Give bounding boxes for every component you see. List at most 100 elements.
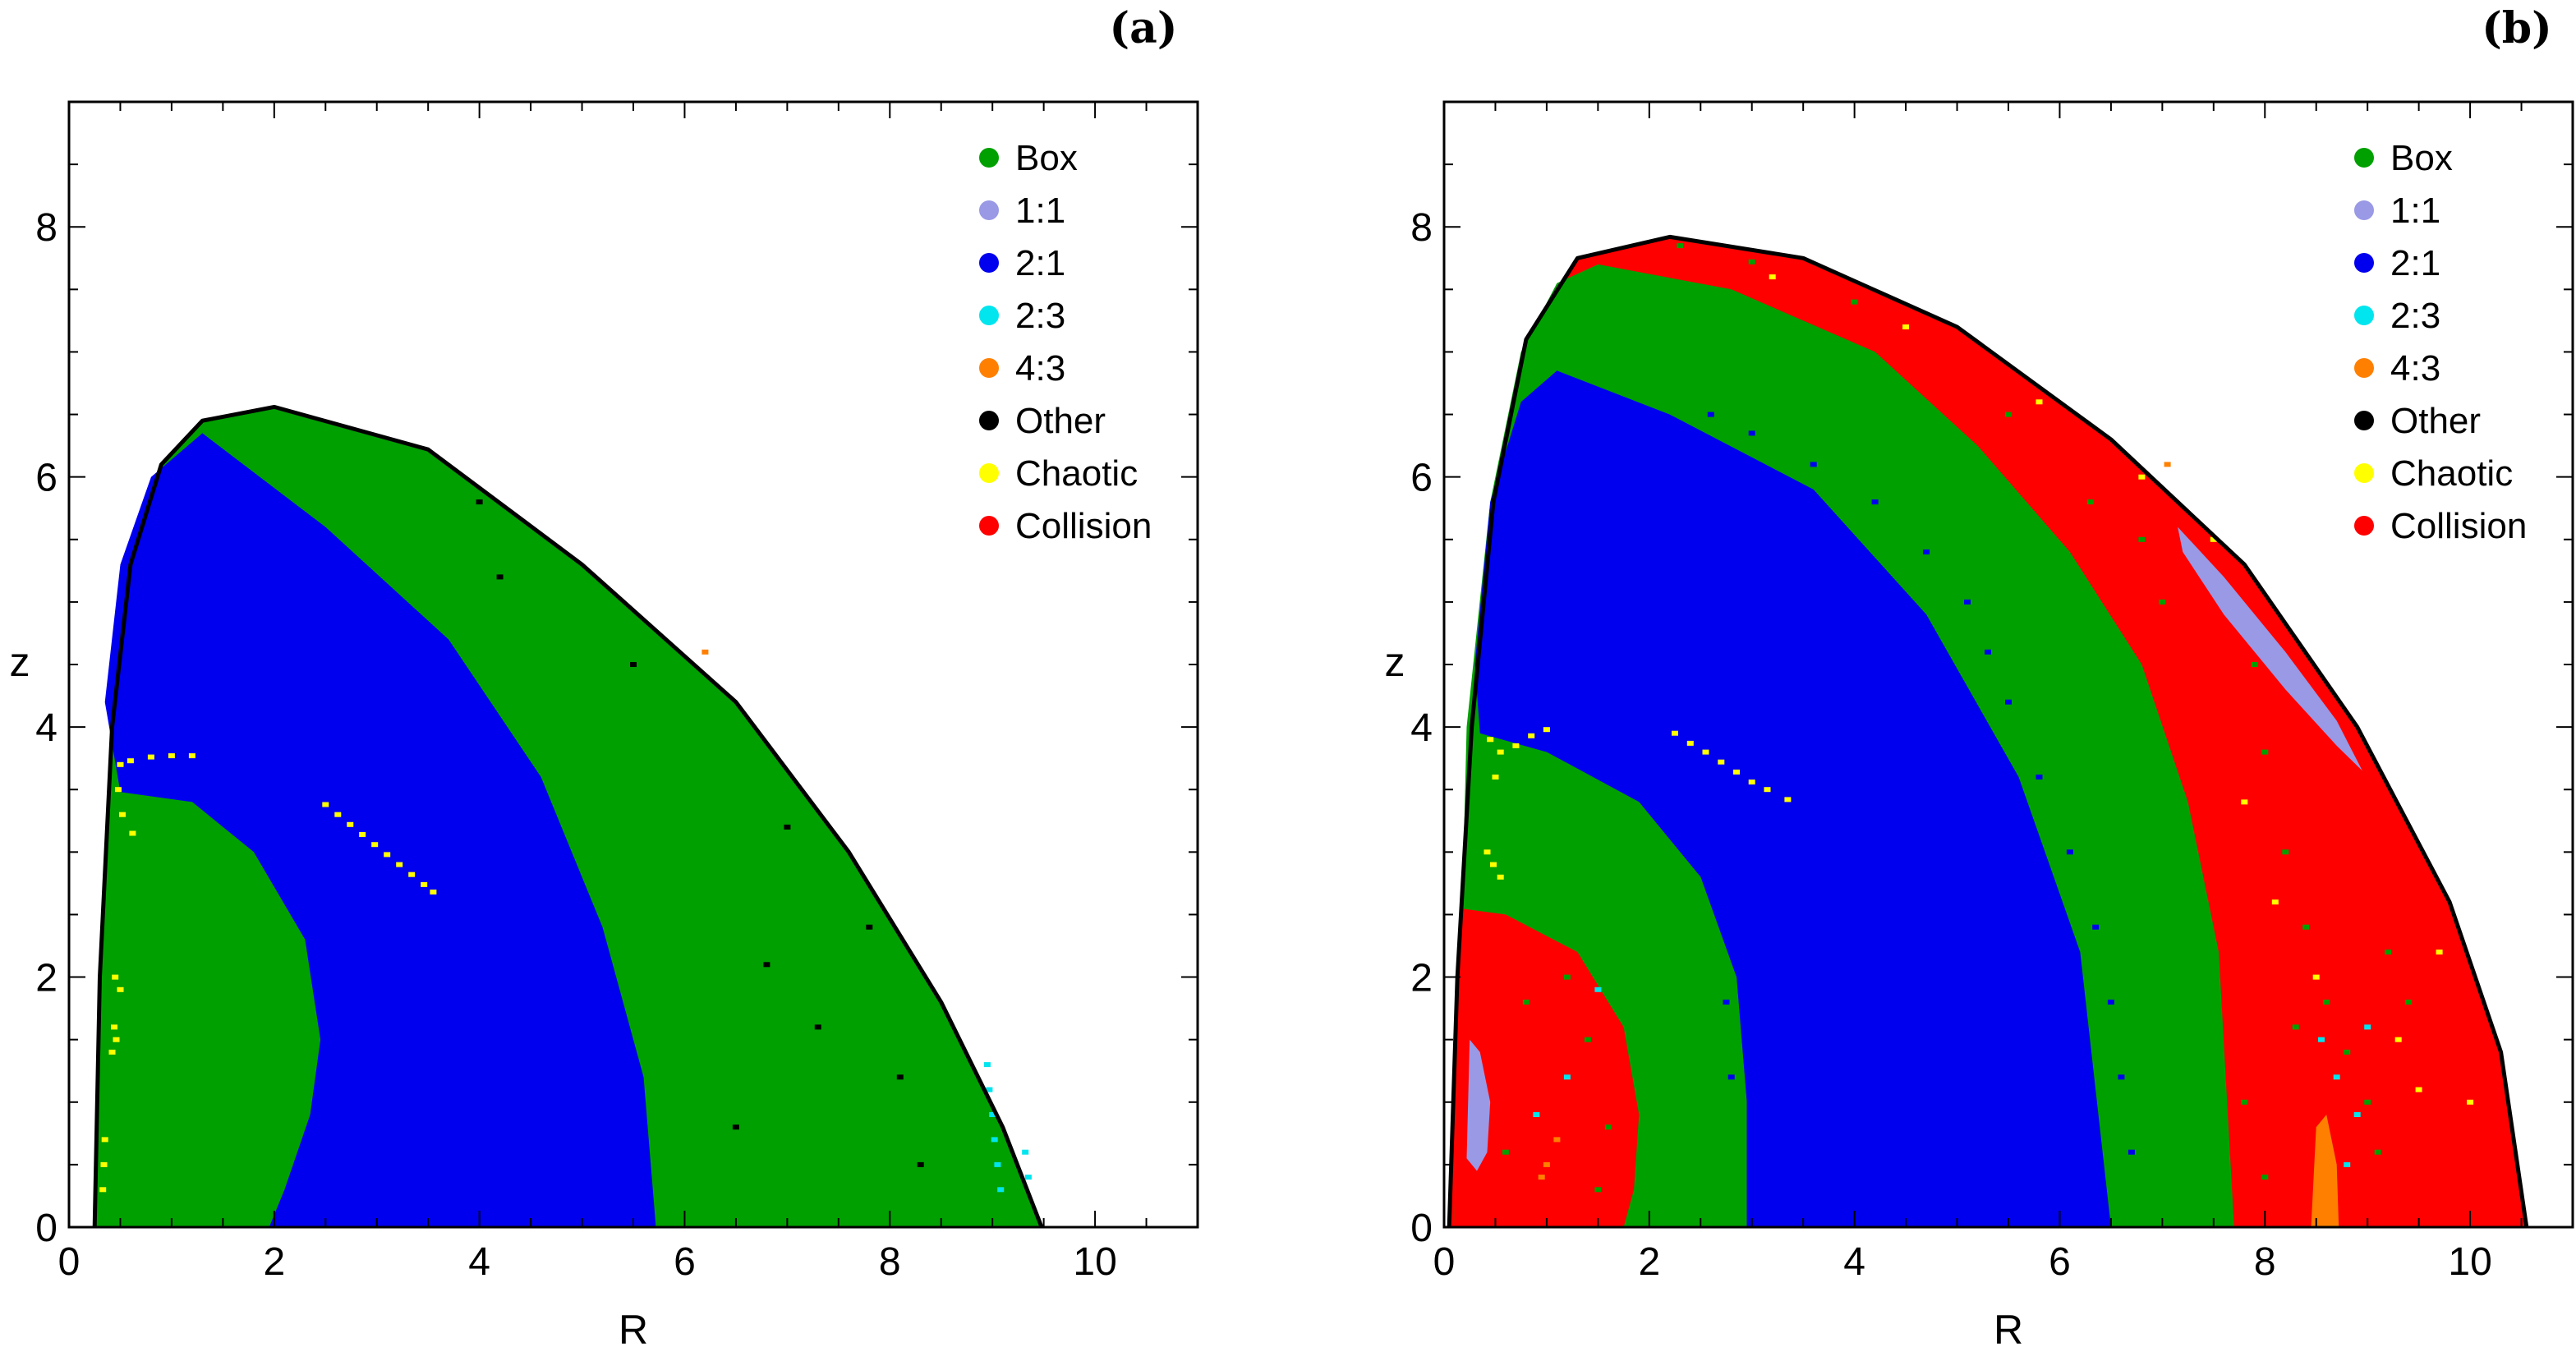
orbit-point-2-1: [1810, 462, 1817, 467]
orbit-point-other: [496, 574, 504, 580]
orbit-point-2-1: [1871, 499, 1879, 505]
orbit-point-chaotic: [421, 881, 428, 887]
orbit-point-2-3: [986, 1087, 993, 1092]
orbit-point-chaotic: [117, 986, 124, 992]
orbit-point-other: [630, 662, 637, 667]
orbit-point-box: [2261, 749, 2269, 755]
orbit-point-box: [1502, 1149, 1509, 1155]
orbit-point-chaotic: [1769, 274, 1776, 280]
orbit-point-2-3: [1563, 1074, 1571, 1080]
y-tick-label: 8: [1410, 206, 1433, 250]
orbit-point-other: [732, 1124, 739, 1130]
orbit-point-other: [763, 962, 770, 968]
orbit-point-chaotic: [168, 753, 175, 759]
orbit-point-2-3: [1594, 986, 1602, 992]
zero-velocity-curve: [1447, 234, 2529, 1228]
zero-velocity-curve: [92, 404, 1044, 1228]
orbit-point-box: [1522, 1000, 1530, 1005]
orbit-point-2-3: [989, 1112, 996, 1117]
y-tick-label: 6: [1410, 457, 1433, 500]
y-axis-label: z: [1385, 639, 1405, 685]
legend-label: 4:3: [1015, 348, 1065, 389]
orbit-point-chaotic: [2210, 536, 2217, 542]
orbit-point-chaotic: [111, 1024, 117, 1030]
legend-label: Chaotic: [2390, 453, 2513, 494]
orbit-point-box: [2282, 849, 2289, 855]
orbit-point-chaotic: [1672, 730, 1678, 736]
orbit-point-2-1: [1707, 412, 1714, 417]
legend-label: Box: [1015, 138, 1078, 178]
orbit-point-2-1: [2005, 699, 2012, 705]
legend-marker-1-1: [2354, 200, 2374, 220]
panel-label: (b): [2482, 3, 2552, 53]
x-tick-label: 10: [2448, 1240, 2491, 1284]
orbit-point-chaotic: [115, 787, 122, 793]
orbit-point-chaotic: [322, 802, 329, 807]
orbit-point-2-1: [1723, 1000, 1730, 1005]
orbit-point-2-1: [1718, 912, 1725, 917]
y-tick-label: 8: [35, 206, 58, 250]
legend-label: 2:1: [1015, 243, 1065, 283]
orbit-point-2-3: [983, 1062, 991, 1068]
legend-marker-other: [2354, 411, 2374, 430]
orbit-point-chaotic: [2036, 399, 2043, 405]
orbit-point-box: [1748, 259, 1755, 264]
orbit-point-box: [2086, 499, 2094, 505]
orbit-point-box: [2364, 1099, 2371, 1105]
orbit-point-2-1: [1528, 424, 1535, 430]
y-axis-label: z: [10, 639, 30, 685]
legend-label: 2:3: [2390, 296, 2440, 336]
orbit-point-chaotic: [1784, 797, 1792, 802]
legend-marker-chaotic: [979, 463, 999, 483]
orbit-point-chaotic: [430, 890, 437, 894]
legend-label: 2:1: [2390, 243, 2440, 283]
orbit-point-box: [2405, 1000, 2413, 1005]
orbit-point-chaotic: [1733, 769, 1740, 775]
orbit-point-2-3: [2344, 1161, 2351, 1167]
orbit-point-chaotic: [347, 821, 354, 827]
orbit-point-chaotic: [1512, 743, 1520, 748]
region-4-3: [2311, 1115, 2339, 1227]
legend-marker-4-3: [979, 358, 999, 378]
orbit-point-chaotic: [100, 1161, 108, 1167]
orbit-point-box: [2292, 1024, 2299, 1030]
region-box: [94, 795, 320, 1227]
orbit-point-chaotic: [101, 1137, 108, 1143]
legend-marker-4-3: [2354, 358, 2374, 378]
orbit-point-chaotic: [113, 1037, 120, 1042]
orbit-point-chaotic: [2241, 799, 2248, 805]
orbit-point-4-3: [2164, 462, 2171, 467]
legend-marker-collision: [979, 516, 999, 536]
legend-label: 4:3: [2390, 348, 2440, 389]
orbit-point-chaotic: [2394, 1037, 2402, 1042]
orbit-point-box: [2261, 1175, 2269, 1180]
x-tick-label: 2: [263, 1240, 285, 1284]
orbit-point-box: [2251, 662, 2258, 667]
orbit-point-box: [2138, 536, 2146, 542]
orbit-point-box: [2005, 412, 2012, 417]
orbit-point-chaotic: [112, 974, 119, 980]
panel-label: (a): [1110, 3, 1178, 53]
x-tick-label: 6: [2049, 1240, 2071, 1284]
legend-label: Other: [1015, 401, 1106, 441]
orbit-point-2-1: [2092, 924, 2100, 930]
orbit-point-2-1: [1985, 649, 1991, 655]
orbit-point-chaotic: [2467, 1099, 2474, 1105]
legend-marker-2-1: [2354, 253, 2374, 273]
orbit-point-chaotic: [359, 832, 366, 837]
legend-marker-box: [2354, 148, 2374, 168]
orbit-point-chaotic: [408, 871, 416, 877]
legend-marker-collision: [2354, 516, 2374, 536]
orbit-point-box: [1851, 299, 1858, 305]
orbit-point-2-3: [2364, 1024, 2371, 1030]
region-collision: [1454, 908, 1640, 1227]
x-tick-label: 8: [879, 1240, 901, 1284]
orbit-point-box: [2385, 950, 2392, 955]
y-tick-label: 6: [35, 457, 58, 500]
orbit-point-2-1: [1727, 1074, 1735, 1080]
orbit-point-other: [784, 824, 791, 830]
y-tick-label: 4: [1410, 706, 1433, 750]
orbit-point-other: [917, 1161, 924, 1167]
orbit-point-chaotic: [117, 761, 124, 767]
